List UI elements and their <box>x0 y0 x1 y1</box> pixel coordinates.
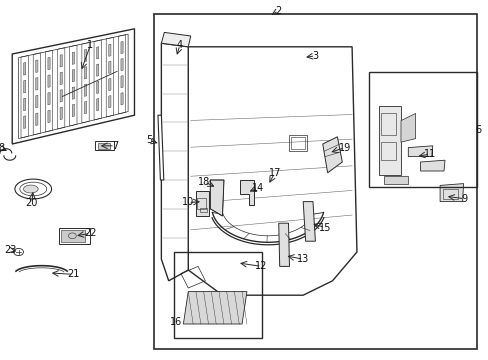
Polygon shape <box>121 93 123 105</box>
Polygon shape <box>48 75 50 87</box>
Polygon shape <box>183 292 246 324</box>
Polygon shape <box>108 78 111 91</box>
Polygon shape <box>420 160 444 171</box>
Polygon shape <box>23 63 26 75</box>
Bar <box>59 228 90 244</box>
Bar <box>290 137 304 149</box>
Polygon shape <box>97 64 99 76</box>
Bar <box>154 14 476 349</box>
Text: 2: 2 <box>275 6 281 16</box>
Polygon shape <box>60 72 62 85</box>
Bar <box>368 72 476 187</box>
Text: 19: 19 <box>338 143 350 153</box>
Text: 7: 7 <box>112 141 118 151</box>
Polygon shape <box>23 116 26 129</box>
Polygon shape <box>84 67 86 79</box>
Polygon shape <box>23 98 26 111</box>
Polygon shape <box>108 95 111 108</box>
Bar <box>442 189 457 199</box>
Polygon shape <box>158 115 163 180</box>
Text: 13: 13 <box>296 254 309 264</box>
Polygon shape <box>212 218 323 245</box>
Bar <box>200 208 207 212</box>
Polygon shape <box>161 32 190 47</box>
Bar <box>381 113 395 135</box>
Polygon shape <box>322 137 342 173</box>
Text: 10: 10 <box>182 197 194 207</box>
Polygon shape <box>36 60 38 72</box>
Bar <box>381 142 395 160</box>
Polygon shape <box>60 90 62 102</box>
Polygon shape <box>12 29 134 144</box>
Polygon shape <box>378 106 400 175</box>
Ellipse shape <box>15 179 52 199</box>
Polygon shape <box>121 41 123 54</box>
Polygon shape <box>36 77 38 90</box>
Text: 6: 6 <box>474 125 480 135</box>
Polygon shape <box>97 98 99 111</box>
Text: 12: 12 <box>255 261 267 271</box>
Bar <box>61 230 84 242</box>
Text: 18: 18 <box>198 177 210 187</box>
Polygon shape <box>48 57 50 70</box>
Text: 14: 14 <box>251 183 264 193</box>
Polygon shape <box>108 61 111 73</box>
Polygon shape <box>407 146 432 157</box>
Text: 15: 15 <box>318 222 331 233</box>
Polygon shape <box>239 180 254 205</box>
Polygon shape <box>303 202 315 241</box>
Polygon shape <box>60 55 62 67</box>
Polygon shape <box>84 49 86 62</box>
Polygon shape <box>84 84 86 96</box>
Polygon shape <box>23 80 26 93</box>
Text: 4: 4 <box>177 40 183 50</box>
Text: 22: 22 <box>84 228 97 238</box>
Polygon shape <box>195 191 209 216</box>
Polygon shape <box>161 43 188 281</box>
Polygon shape <box>48 93 50 105</box>
Text: 8: 8 <box>0 143 4 153</box>
Polygon shape <box>72 69 74 82</box>
Polygon shape <box>121 76 123 88</box>
Text: 23: 23 <box>4 245 17 255</box>
Polygon shape <box>72 87 74 99</box>
Text: 3: 3 <box>312 51 318 61</box>
Text: 11: 11 <box>423 149 436 159</box>
Polygon shape <box>48 110 50 122</box>
Text: 21: 21 <box>67 269 80 279</box>
Polygon shape <box>400 113 415 142</box>
Polygon shape <box>72 104 74 117</box>
Bar <box>98 143 110 149</box>
Text: 1: 1 <box>87 40 93 50</box>
Polygon shape <box>36 113 38 126</box>
Polygon shape <box>383 176 407 184</box>
Polygon shape <box>72 52 74 64</box>
Ellipse shape <box>23 185 38 193</box>
Polygon shape <box>188 47 356 295</box>
Text: 9: 9 <box>461 194 467 204</box>
Polygon shape <box>278 223 289 266</box>
Polygon shape <box>36 95 38 108</box>
Text: 16: 16 <box>169 317 182 327</box>
Polygon shape <box>60 107 62 120</box>
Polygon shape <box>97 47 99 59</box>
Text: 20: 20 <box>25 198 38 208</box>
Bar <box>197 198 205 209</box>
Polygon shape <box>84 102 86 114</box>
Polygon shape <box>121 59 123 71</box>
Bar <box>288 135 306 151</box>
Text: 5: 5 <box>146 135 152 145</box>
Polygon shape <box>210 180 224 216</box>
Polygon shape <box>439 184 463 202</box>
Bar <box>173 252 261 338</box>
Bar <box>95 141 114 150</box>
Polygon shape <box>108 44 111 56</box>
Text: 17: 17 <box>268 168 281 178</box>
Polygon shape <box>97 81 99 94</box>
